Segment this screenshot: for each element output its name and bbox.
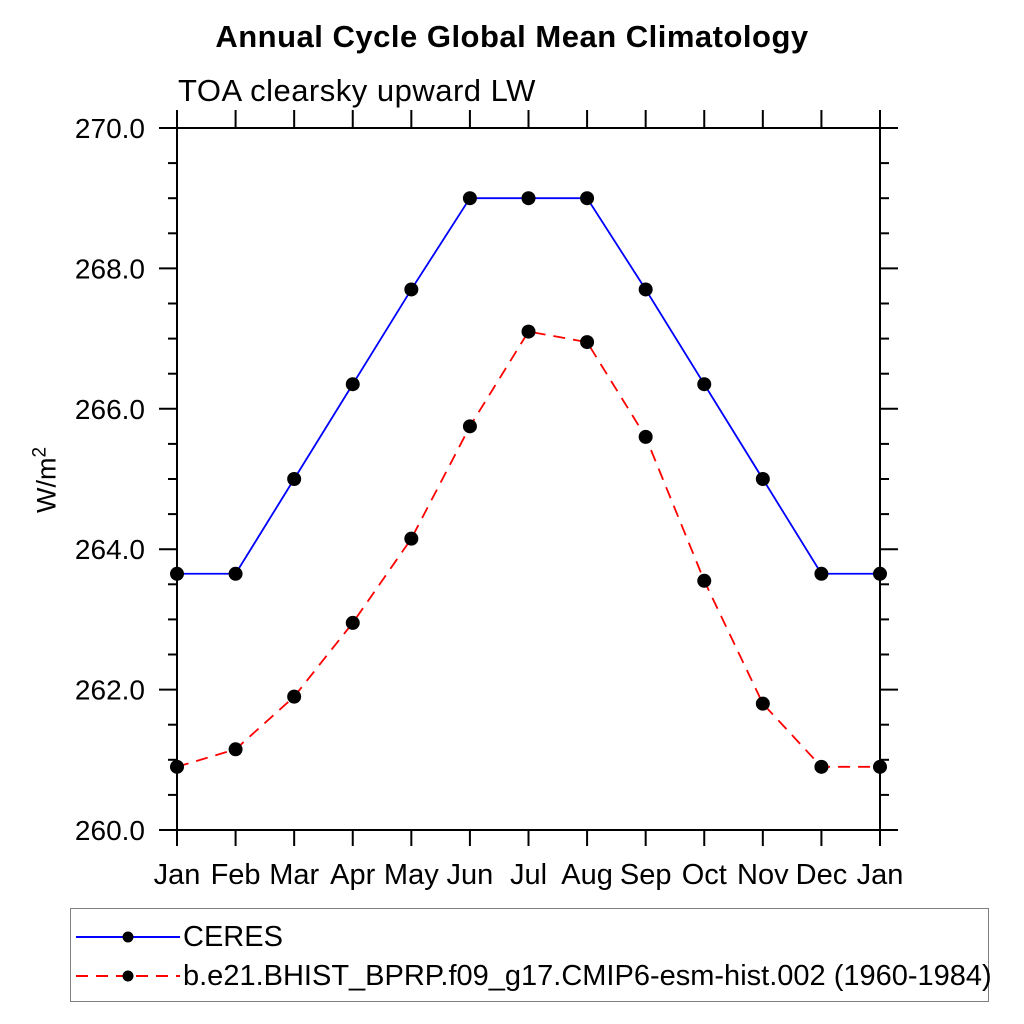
data-point xyxy=(814,759,829,774)
data-point xyxy=(755,472,770,486)
y-tick-label: 266.0 xyxy=(75,394,145,425)
y-tick-label: 268.0 xyxy=(75,253,145,284)
data-point xyxy=(462,419,477,434)
legend-line-sample-model xyxy=(76,970,180,982)
legend-item-ceres: CERES xyxy=(76,920,283,953)
data-point xyxy=(521,191,536,206)
chart-subtitle: TOA clearsky upward LW xyxy=(178,73,536,108)
data-point xyxy=(873,759,887,774)
y-tick-label: 262.0 xyxy=(75,675,145,706)
x-tick-label: Apr xyxy=(330,859,375,891)
data-point xyxy=(170,759,184,774)
data-point xyxy=(814,566,829,581)
data-point xyxy=(755,696,770,711)
series-line-model xyxy=(176,330,880,768)
data-point xyxy=(638,429,653,444)
x-tick-label: Jul xyxy=(510,859,547,891)
data-point xyxy=(287,472,302,486)
legend-label-model: b.e21.BHIST_BPRP.f09_g17.CMIP6-esm-hist.… xyxy=(183,959,992,992)
data-point xyxy=(638,282,653,297)
data-point xyxy=(170,566,184,581)
x-tick-label: Oct xyxy=(682,859,727,891)
x-tick-label: Jun xyxy=(447,859,494,891)
data-point xyxy=(287,689,302,704)
data-point xyxy=(580,335,595,350)
plot-frame xyxy=(176,127,881,831)
data-point xyxy=(228,566,243,581)
y-tick-label: 270.0 xyxy=(75,113,145,144)
legend-label-ceres: CERES xyxy=(183,920,283,953)
data-point xyxy=(697,377,712,392)
x-tick-label: Mar xyxy=(269,859,319,891)
x-tick-label: Aug xyxy=(561,859,613,891)
legend-sample-marker xyxy=(122,931,134,943)
y-tick-label: 264.0 xyxy=(75,534,145,565)
y-tick-label: 260.0 xyxy=(75,815,145,846)
data-point xyxy=(873,566,887,581)
legend-sample-marker xyxy=(122,970,134,982)
data-point xyxy=(404,282,419,297)
x-tick-label: Dec xyxy=(796,859,848,891)
data-point xyxy=(521,324,536,339)
data-point xyxy=(580,191,595,206)
data-point xyxy=(345,377,360,392)
x-tick-label: Jan xyxy=(857,859,904,891)
series-line-ceres xyxy=(177,197,880,575)
x-tick-label: Nov xyxy=(737,859,789,891)
legend-item-model: b.e21.BHIST_BPRP.f09_g17.CMIP6-esm-hist.… xyxy=(76,959,992,992)
data-point xyxy=(462,191,477,206)
x-tick-label: Sep xyxy=(620,859,672,891)
chart-title: Annual Cycle Global Mean Climatology xyxy=(215,19,809,54)
data-point xyxy=(697,573,712,588)
legend-box: CERES b.e21.BHIST_BPRP.f09_g17.CMIP6-esm… xyxy=(70,908,992,1002)
x-tick-label: Jan xyxy=(154,859,201,891)
x-tick-label: Feb xyxy=(211,859,261,891)
data-point xyxy=(404,531,419,546)
x-tick-label: May xyxy=(384,859,439,891)
data-point xyxy=(228,742,243,757)
data-point xyxy=(345,615,360,630)
legend-line-sample-ceres xyxy=(76,931,180,943)
